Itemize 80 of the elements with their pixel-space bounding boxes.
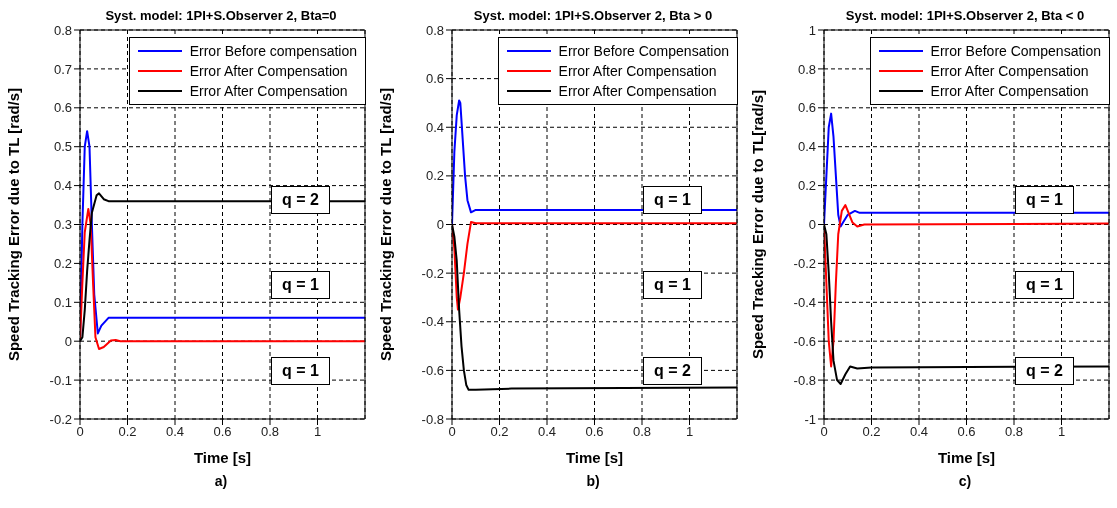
y-tick-label: -0.1	[49, 372, 72, 388]
y-tick-label: 0.1	[53, 294, 72, 310]
y-tick-label: 0.2	[797, 178, 816, 194]
line-series	[452, 221, 737, 311]
annotation: q = 1	[642, 185, 702, 214]
legend-label: Error After Compensation	[558, 62, 717, 81]
chart-title: Syst. model: 1PI+S.Observer 2, Bta < 0	[844, 8, 1086, 23]
legend-label: Error After Compensation	[930, 82, 1089, 101]
x-tick-label: 0	[448, 424, 456, 440]
x-tick-label: 0.6	[957, 424, 976, 440]
annotation: q = 1	[1014, 271, 1074, 300]
legend-label: Error Before Compensation	[558, 42, 729, 61]
y-axis-title: Speed Tracking Error due to TL[rad/s]	[749, 89, 767, 360]
legend-label: Error After Compensation	[189, 62, 348, 81]
y-tick-label: -0.2	[49, 411, 72, 427]
y-tick-label: 1	[808, 22, 816, 38]
y-tick-label: 0.2	[53, 256, 72, 272]
x-tick-label: 0.8	[1004, 424, 1024, 440]
annotation: q = 2	[1014, 356, 1074, 385]
x-tick-label: 1	[1057, 424, 1066, 440]
x-tick-label: 0.8	[632, 424, 652, 440]
annotation: q = 1	[642, 271, 702, 300]
x-tick-label: 1	[313, 424, 322, 440]
y-tick-label: 0.6	[53, 100, 72, 116]
y-axis-title: Speed Tracking Error due to TL [rad/s]	[377, 87, 395, 362]
x-tick-label: 0.6	[213, 424, 232, 440]
x-tick-label: 0.4	[165, 424, 185, 440]
x-tick-label: 0.6	[585, 424, 604, 440]
y-tick-label: 0	[808, 217, 816, 233]
x-tick-label: 0.2	[118, 424, 137, 440]
x-axis-title: Time [s]	[565, 449, 624, 466]
y-tick-label: 0.2	[425, 168, 444, 184]
x-tick-label: 0.2	[862, 424, 881, 440]
y-tick-label: 0.3	[53, 217, 72, 233]
y-tick-label: 0.8	[53, 22, 72, 38]
y-tick-label: 0	[436, 217, 444, 233]
annotation: q = 1	[270, 271, 330, 300]
y-tick-label: -0.8	[421, 411, 444, 427]
y-tick-label: -0.6	[421, 362, 444, 378]
x-tick-label: 0.2	[490, 424, 509, 440]
text: a)	[213, 473, 229, 489]
x-axis-title: Time [s]	[193, 449, 252, 466]
x-tick-label: 0.4	[909, 424, 929, 440]
text: b)	[585, 473, 601, 489]
legend-label: Error Before Compensation	[930, 42, 1101, 61]
x-tick-label: 0	[76, 424, 84, 440]
annotation: q = 2	[642, 356, 702, 385]
y-tick-label: 0.4	[425, 119, 444, 135]
annotation: q = 1	[270, 356, 330, 385]
x-tick-label: 0.8	[260, 424, 280, 440]
y-tick-label: -0.4	[793, 294, 816, 310]
chart-title: Syst. model: 1PI+S.Observer 2, Bta=0	[104, 8, 338, 23]
y-tick-label: -0.8	[793, 372, 816, 388]
legend-label: Error Before compensation	[189, 42, 357, 61]
y-tick-label: 0.6	[425, 71, 444, 87]
y-tick-label: -0.2	[793, 256, 816, 272]
legend-label: Error After Compensation	[930, 62, 1089, 81]
y-tick-label: 0	[64, 333, 72, 349]
annotation: q = 1	[1014, 185, 1074, 214]
y-tick-label: -0.6	[793, 333, 816, 349]
y-axis-title: Speed Tracking Error due to TL [rad/s]	[5, 87, 23, 362]
annotation: q = 2	[270, 185, 330, 214]
x-tick-label: 0	[820, 424, 828, 440]
chart-title: Syst. model: 1PI+S.Observer 2, Bta > 0	[472, 8, 714, 23]
y-tick-label: 0.4	[53, 178, 72, 194]
y-tick-label: 0.5	[53, 139, 72, 155]
y-tick-label: 0.8	[797, 61, 816, 77]
legend-label: Error After Compensation	[558, 82, 717, 101]
legend-label: Error After Compensation	[189, 82, 348, 101]
y-tick-label: -0.2	[421, 265, 444, 281]
x-tick-label: 1	[685, 424, 694, 440]
x-axis-title: Time [s]	[937, 449, 996, 466]
y-tick-label: -1	[804, 411, 816, 427]
text: c)	[957, 473, 973, 489]
y-tick-label: 0.6	[797, 100, 816, 116]
y-tick-label: -0.4	[421, 314, 444, 330]
y-tick-label: 0.8	[425, 22, 444, 38]
x-tick-label: 0.4	[537, 424, 557, 440]
y-tick-label: 0.4	[797, 139, 816, 155]
y-tick-label: 0.7	[53, 61, 72, 77]
